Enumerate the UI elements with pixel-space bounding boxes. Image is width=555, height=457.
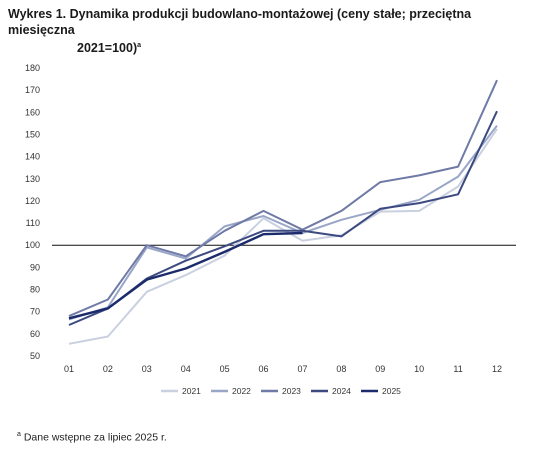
series-line-2022 [68, 124, 498, 321]
chart-title-footnote-mark: a [137, 42, 142, 49]
chart-title-line1: Wykres 1. Dynamika produkcji budowlano-m… [8, 7, 472, 37]
x-tick-label: 05 [220, 364, 230, 374]
y-tick-label: 170 [25, 85, 40, 95]
y-tick-label: 50 [30, 351, 40, 361]
legend: 2021 2022 2023 2024 2025 [161, 386, 401, 396]
x-tick-label: 04 [181, 364, 191, 374]
legend-label-2022: 2022 [232, 386, 251, 396]
x-tick-label: 08 [336, 364, 346, 374]
x-tick-label: 03 [142, 364, 152, 374]
y-tick-label: 100 [25, 240, 40, 250]
x-tick-label: 01 [64, 364, 74, 374]
y-tick-label: 150 [25, 129, 40, 139]
x-tick-label: 10 [414, 364, 424, 374]
chart-title-line2: 2021=100) [77, 41, 138, 56]
chart-title: Wykres 1. Dynamika produkcji budowlano-m… [8, 6, 538, 56]
y-tick-label: 60 [30, 329, 40, 339]
y-tick-label: 110 [26, 218, 40, 228]
series-line-2023 [68, 79, 498, 318]
series-line-2024 [68, 110, 498, 326]
y-tick-label: 120 [25, 196, 40, 206]
y-tick-label: 70 [30, 307, 40, 317]
legend-label-2024: 2024 [332, 386, 351, 396]
series-line-2025 [68, 231, 303, 320]
series-lines [68, 79, 498, 345]
legend-label-2021: 2021 [182, 386, 201, 396]
legend-label-2025: 2025 [382, 386, 401, 396]
x-tick-label: 06 [259, 364, 269, 374]
line-chart: 50 60 70 80 90 100 110 120 130 140 150 160 170 180 01… [25, 63, 516, 396]
y-tick-label: 130 [25, 174, 40, 184]
footnote: a Dane wstępne za lipiec 2025 r. [17, 431, 167, 444]
x-axis-ticks: 01 02 03 04 05 06 07 08 09 10 11 12 [64, 364, 502, 374]
y-tick-label: 180 [25, 63, 40, 73]
y-tick-label: 90 [30, 262, 40, 272]
x-tick-label: 12 [492, 364, 502, 374]
y-tick-label: 160 [25, 107, 40, 117]
x-tick-label: 11 [453, 364, 462, 374]
footnote-mark: a [17, 431, 21, 438]
y-tick-label: 80 [30, 285, 40, 295]
legend-label-2023: 2023 [282, 386, 301, 396]
y-tick-label: 140 [25, 152, 40, 162]
x-tick-label: 02 [103, 364, 113, 374]
x-tick-label: 07 [297, 364, 307, 374]
series-line-2021 [68, 128, 498, 345]
x-tick-label: 09 [375, 364, 385, 374]
footnote-text: Dane wstępne za lipiec 2025 r. [20, 431, 167, 444]
y-axis-ticks: 50 60 70 80 90 100 110 120 130 140 150 160 170 180 [25, 63, 40, 361]
